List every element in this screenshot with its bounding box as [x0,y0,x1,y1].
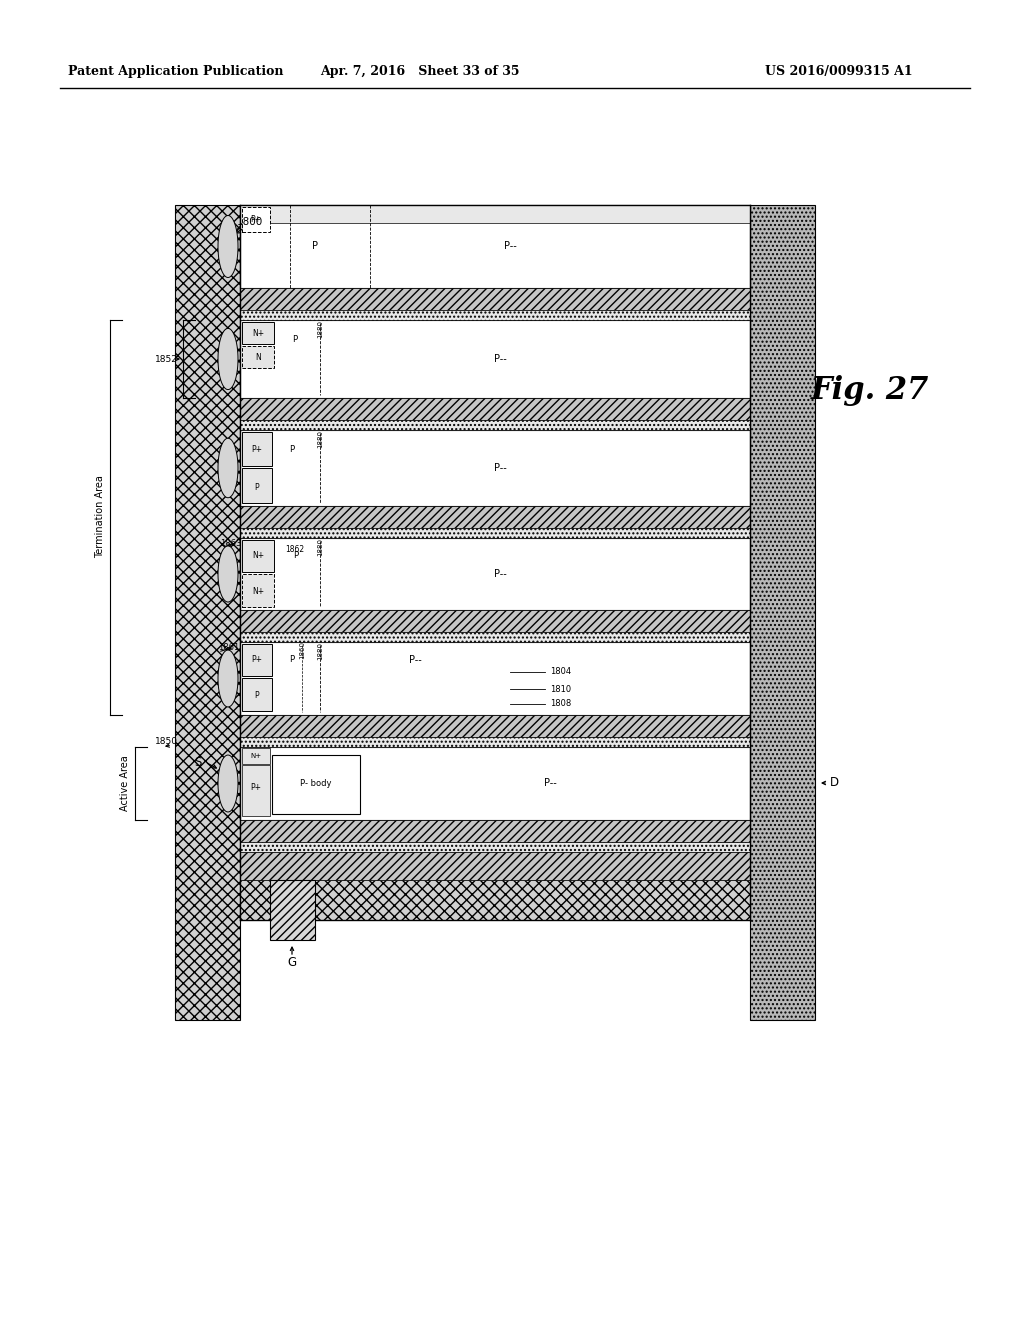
Text: P: P [294,552,299,561]
Text: P--: P-- [504,242,516,251]
Text: 1804: 1804 [550,668,571,676]
Text: 1880: 1880 [317,642,323,660]
Text: P--: P-- [494,354,507,364]
Text: P+: P+ [251,214,261,223]
Bar [240,880,750,920]
Text: 1860: 1860 [299,642,305,659]
Text: 1800: 1800 [237,216,263,227]
Text: N+: N+ [252,587,264,597]
Text: P: P [290,656,295,664]
Text: P--: P-- [494,569,507,579]
Text: D: D [830,776,839,789]
Bar [270,880,315,940]
Text: P: P [293,335,298,345]
Text: P+: P+ [252,445,262,454]
Bar [242,469,272,503]
Bar [240,539,750,610]
Bar [240,420,750,430]
Bar [240,737,750,747]
Text: 1863: 1863 [220,539,242,548]
Bar [242,748,270,764]
Text: P: P [312,242,318,251]
Text: 1808: 1808 [550,700,571,709]
Text: 1880: 1880 [317,539,323,556]
Bar [240,642,750,715]
Polygon shape [218,755,238,812]
Text: 1862: 1862 [285,545,304,554]
Text: P: P [255,483,259,491]
Text: P- body: P- body [300,779,332,788]
Bar [272,755,360,814]
Text: Termination Area: Termination Area [95,475,105,558]
Text: G: G [288,956,297,969]
Bar [240,319,750,399]
Polygon shape [218,329,238,389]
Text: P--: P-- [494,463,507,473]
Bar [750,205,815,1020]
Text: N+: N+ [252,329,264,338]
Bar [240,205,750,223]
Bar [240,399,750,420]
Bar [242,432,272,466]
Text: P--: P-- [544,777,556,788]
Bar [242,540,274,572]
Text: P--: P-- [409,655,421,665]
Bar [240,288,750,310]
Bar [240,310,750,319]
Text: N+: N+ [251,752,261,759]
Bar [242,644,272,676]
Bar [240,851,750,880]
Bar [242,766,270,816]
Bar [175,205,240,1020]
Bar [240,632,750,642]
Text: N+: N+ [252,552,264,561]
Polygon shape [218,546,238,602]
Text: Patent Application Publication: Patent Application Publication [68,66,284,78]
Text: 1810: 1810 [550,685,571,693]
Text: P: P [290,446,295,454]
Text: Fig. 27: Fig. 27 [811,375,929,405]
Text: US 2016/0099315 A1: US 2016/0099315 A1 [765,66,912,78]
Text: N: N [255,352,261,362]
Bar [242,574,274,607]
Bar [240,747,750,820]
Bar [240,205,750,288]
Text: 1880: 1880 [317,319,323,338]
Bar [240,842,750,851]
Text: 1852: 1852 [155,355,178,363]
Text: 1850: 1850 [155,738,178,747]
Bar [240,506,750,528]
Text: S: S [195,755,202,768]
Bar [240,820,750,842]
Bar [240,528,750,539]
Polygon shape [218,215,238,277]
Text: P+: P+ [251,784,261,792]
Bar [240,610,750,632]
Text: P+: P+ [252,656,262,664]
Bar [242,322,274,345]
Text: Apr. 7, 2016   Sheet 33 of 35: Apr. 7, 2016 Sheet 33 of 35 [321,66,520,78]
Polygon shape [218,649,238,708]
Text: 1880: 1880 [317,430,323,447]
Bar [240,430,750,506]
Bar [242,678,272,711]
Bar [240,715,750,737]
Text: P: P [255,692,259,701]
Bar [242,346,274,368]
Text: 1861: 1861 [218,643,240,652]
Polygon shape [218,438,238,498]
Bar [242,207,270,232]
Text: Active Area: Active Area [120,755,130,810]
